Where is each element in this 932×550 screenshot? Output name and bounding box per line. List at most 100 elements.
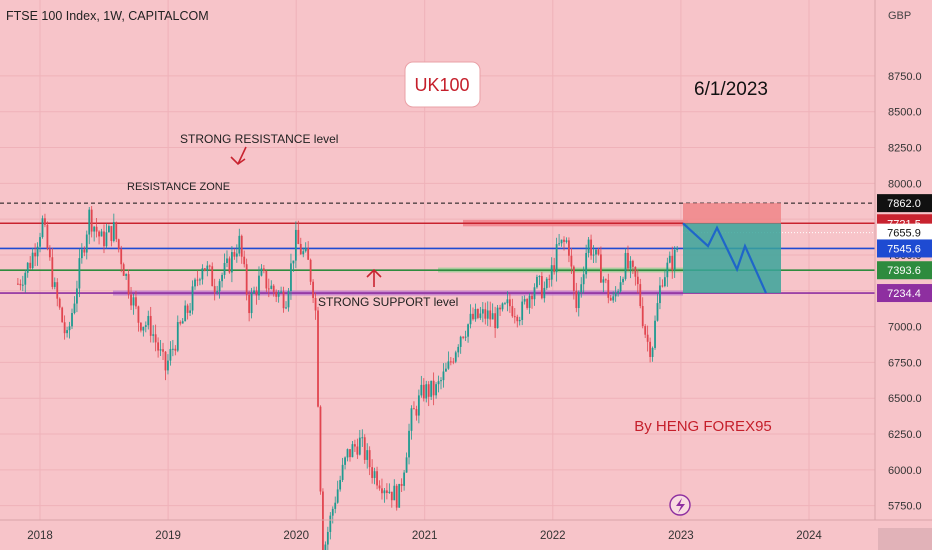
candle-body	[563, 239, 565, 242]
candle-body	[405, 457, 408, 473]
candle-body	[403, 472, 406, 486]
candle-body	[496, 307, 499, 329]
candle-body	[486, 310, 489, 319]
time-axis[interactable]: 2018 2019 2020 2021 2022 2023 2024	[27, 530, 822, 542]
candle-body	[302, 251, 305, 255]
candle-body	[85, 234, 88, 253]
level-tag-pivot	[877, 239, 932, 258]
candle-body	[231, 252, 233, 273]
candle-body	[93, 226, 96, 232]
candle-body	[189, 310, 191, 313]
candle-body	[513, 316, 516, 318]
candle-body	[275, 291, 278, 297]
candle-body	[430, 380, 433, 397]
candle-body	[287, 291, 290, 308]
candle-body	[511, 306, 514, 317]
candle-body	[19, 283, 22, 286]
candle-body	[592, 254, 595, 256]
candle-body	[651, 347, 654, 357]
candle-body	[590, 239, 592, 256]
candle-body	[351, 444, 354, 458]
candle-body	[442, 371, 445, 381]
price-tick-label: 8750.0	[888, 71, 922, 83]
candle-body	[673, 249, 676, 271]
lightning-bolt-icon	[676, 498, 685, 513]
candle-body	[636, 276, 639, 285]
candle-body	[71, 313, 73, 327]
stop-loss-zone	[683, 203, 781, 224]
candle-body	[607, 279, 610, 298]
candle-body	[329, 515, 332, 532]
candle-body	[649, 341, 652, 357]
candle-body	[142, 326, 145, 331]
candle-body	[228, 258, 231, 273]
candle-body	[518, 319, 521, 322]
strong-support-label: STRONG SUPPORT level	[318, 295, 458, 309]
candle-body	[445, 368, 447, 372]
candle-body	[358, 437, 361, 455]
candle-body	[152, 334, 155, 336]
candle-body	[253, 290, 255, 294]
candle-body	[309, 259, 312, 282]
candle-body	[609, 297, 612, 301]
candle-body	[267, 288, 270, 290]
candle-body	[56, 282, 59, 299]
candle-body	[61, 307, 64, 323]
candle-body	[41, 218, 44, 238]
candle-body	[243, 256, 246, 265]
candle-body	[51, 257, 54, 287]
candle-body	[659, 285, 661, 304]
candle-body	[100, 231, 103, 237]
candle-body	[29, 262, 32, 269]
axis-corner	[878, 528, 932, 550]
time-tick-label: 2019	[155, 530, 181, 542]
candles	[16, 206, 679, 550]
uk100-badge-text: UK100	[414, 75, 469, 95]
candle-body	[280, 291, 283, 293]
trade-box[interactable]	[683, 203, 781, 294]
symbol-title: FTSE 100 Index, 1W, CAPITALCOM	[6, 9, 209, 23]
candle-body	[238, 235, 241, 254]
candle-body	[553, 265, 556, 272]
candle-body	[491, 313, 494, 320]
candle-body	[299, 243, 302, 255]
candle-body	[462, 336, 465, 338]
candle-body	[641, 306, 644, 327]
candle-body	[24, 272, 27, 285]
candle-body	[194, 279, 196, 287]
candle-body	[78, 258, 81, 289]
candle-body	[676, 248, 679, 250]
candle-body	[294, 229, 297, 261]
candle-body	[83, 249, 86, 253]
candle-body	[484, 309, 487, 319]
candle-body	[366, 450, 369, 460]
candle-body	[668, 255, 671, 263]
forecast-path-line	[682, 222, 768, 294]
candle-body	[572, 266, 575, 291]
candle-body	[489, 310, 492, 320]
level-tag-text: 7393.6	[887, 265, 921, 277]
candle-body	[604, 279, 607, 281]
candle-body	[334, 502, 337, 509]
candle-body	[400, 483, 403, 486]
candle-body	[595, 249, 597, 255]
candle-body	[115, 222, 118, 240]
candle-body	[44, 218, 46, 225]
candle-body	[644, 326, 647, 335]
candle-body	[324, 544, 327, 550]
candle-body	[95, 226, 98, 232]
candle-body	[31, 252, 34, 269]
candle-body	[385, 490, 388, 493]
candle-body	[533, 287, 536, 300]
candle-body	[272, 285, 275, 292]
author-credit: By HENG FOREX95	[634, 418, 772, 435]
candle-body	[390, 491, 393, 501]
candle-body	[46, 224, 49, 249]
candle-body	[346, 449, 349, 458]
candle-body	[536, 276, 538, 288]
candle-body	[48, 248, 51, 258]
candle-body	[34, 252, 37, 257]
candle-body	[312, 281, 314, 299]
candle-body	[521, 301, 524, 320]
